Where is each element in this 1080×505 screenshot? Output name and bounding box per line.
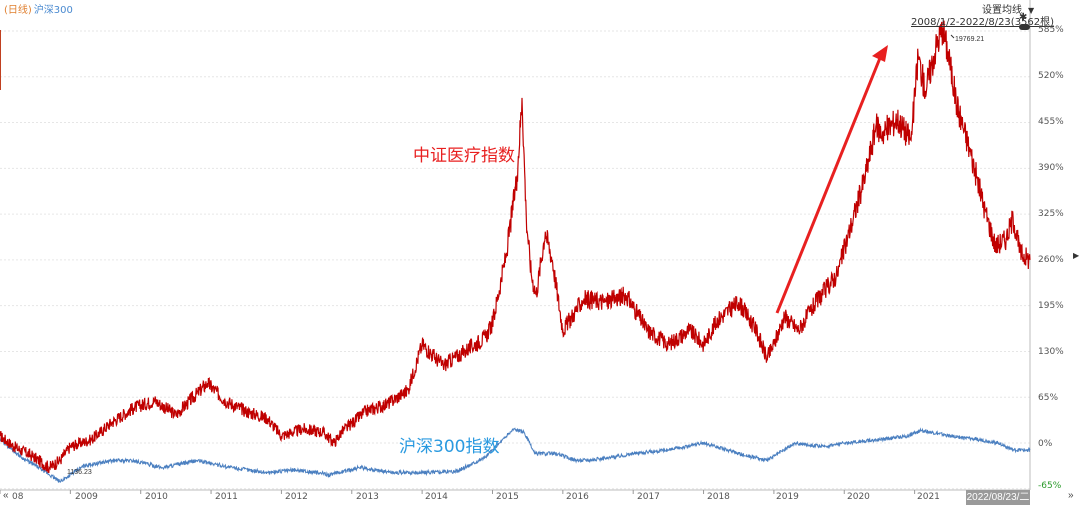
y-tick-label: 325%	[1038, 209, 1064, 219]
x-tick-label: 2014	[425, 492, 448, 502]
legend: (日线) 沪深300	[4, 1, 73, 16]
cursor-marker-icon: ▶	[1073, 251, 1080, 260]
y-tick-label: 65%	[1038, 393, 1059, 403]
x-tick-label: 2010	[145, 492, 168, 502]
panel-toggle[interactable]	[1019, 24, 1030, 30]
x-tick-label: 2020	[847, 492, 870, 502]
trend-arrow	[775, 45, 888, 314]
x-tick-marks	[0, 490, 986, 494]
peak-value-label: 19769.21	[955, 36, 985, 43]
low-value-label: 1136.23	[67, 469, 92, 476]
x-tick-label: 2012	[285, 492, 308, 502]
peak-marker	[950, 34, 955, 39]
y-tick-label: 455%	[1038, 117, 1064, 127]
x-tick-label: 2013	[356, 492, 379, 502]
series-line-csi300[interactable]	[0, 427, 1031, 484]
legend-item-csi300[interactable]: 沪深300	[33, 5, 73, 16]
annotation-csi300-index: 沪深300指数	[399, 437, 500, 457]
series-line-medical[interactable]	[0, 20, 1031, 473]
x-tick-label: 2015	[496, 492, 519, 502]
pin-icon[interactable]: ✱	[1019, 12, 1028, 23]
y-tick-label: 0%	[1038, 439, 1053, 449]
grid	[0, 30, 1030, 490]
x-tick-label: 2017	[637, 492, 660, 502]
date-range-label[interactable]: 2008/1/2-2022/8/23(3562根)	[911, 17, 1055, 28]
y-tick-label: 390%	[1038, 163, 1064, 173]
y-tick-label: -65%	[1038, 481, 1062, 491]
x-tick-label: 2019	[776, 492, 799, 502]
x-tick-label: 2016	[566, 492, 589, 502]
cursor-date-label: 2022/08/23/二	[966, 490, 1030, 505]
dropdown-arrow-icon: ▼	[1028, 6, 1035, 15]
x-tick-label: 2011	[215, 492, 238, 502]
x-tick-label: 2021	[917, 492, 940, 502]
y-tick-label: 195%	[1038, 301, 1064, 311]
double-chevron-left-icon[interactable]: «	[3, 490, 9, 501]
y-tick-label: 260%	[1038, 255, 1064, 265]
left-edge-marker	[0, 30, 1, 90]
double-chevron-right-icon[interactable]: »	[1068, 490, 1074, 501]
annotation-medical-index: 中证医疗指数	[413, 146, 515, 166]
x-tick-label: 2018	[707, 492, 730, 502]
ma-setting-label: 设置均线	[982, 5, 1022, 16]
y-tick-label: 585%	[1038, 25, 1064, 35]
x-tick-label: 08	[12, 492, 24, 502]
x-tick-label: 2009	[75, 492, 98, 502]
legend-item-period[interactable]: (日线)	[4, 5, 32, 16]
ma-setting-dropdown[interactable]: 设置均线 ▼	[982, 1, 1034, 16]
y-tick-label: 520%	[1038, 71, 1064, 81]
y-tick-label: 130%	[1038, 347, 1064, 357]
